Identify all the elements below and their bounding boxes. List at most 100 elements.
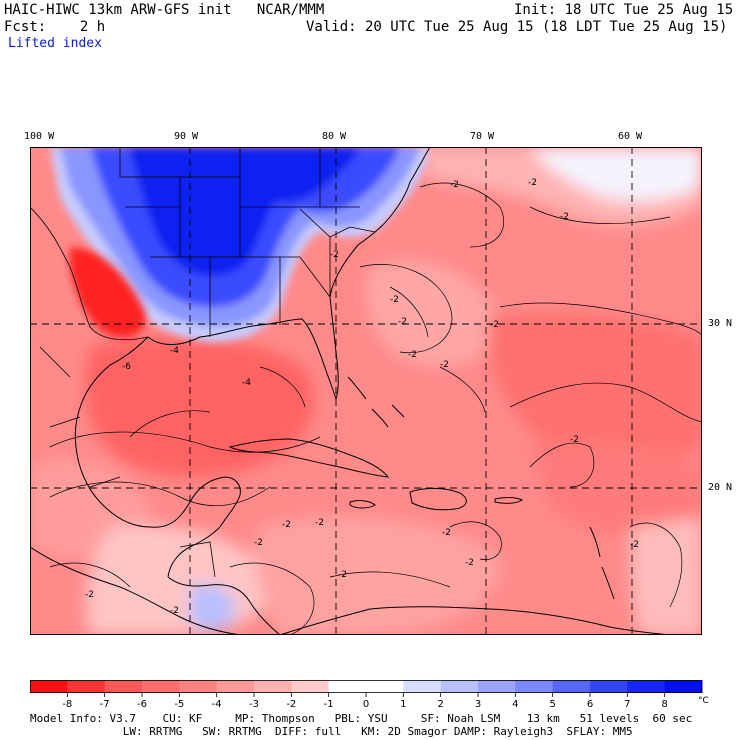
bahamas bbox=[347, 376, 405, 428]
field-white-ne bbox=[530, 147, 702, 202]
us-mexico-border bbox=[30, 206, 149, 341]
colorbar-unit: °C bbox=[698, 696, 709, 706]
colorbar-cell bbox=[478, 680, 516, 693]
contour-label: -2 bbox=[440, 360, 449, 370]
init-time: Init: 18 UTC Tue 25 Aug 15 bbox=[514, 2, 734, 18]
colorbar-label: -3 bbox=[249, 699, 259, 710]
contour-label: -2 bbox=[330, 250, 339, 260]
contour-label: -2 bbox=[465, 558, 474, 568]
colorbar-label: 5 bbox=[549, 699, 555, 710]
colorbar-cell bbox=[590, 680, 628, 693]
colorbar-cell bbox=[67, 680, 106, 693]
colorbar-label: -8 bbox=[62, 699, 72, 710]
contour-label: -6 bbox=[122, 362, 131, 372]
colorbar: -8 -7 -6 -5 -4 -3 -2 -1 0 1 2 3 4 5 6 7 8 °C bbox=[30, 680, 709, 710]
mexico-states bbox=[39, 346, 216, 578]
contour-line bbox=[509, 382, 702, 423]
colorbar-cell bbox=[328, 680, 367, 693]
field-blue-pacific bbox=[190, 583, 236, 632]
field-texas-core bbox=[70, 247, 146, 338]
contour-label: -2 bbox=[630, 540, 639, 550]
lesser-antilles bbox=[589, 526, 615, 600]
contour-label: -2 bbox=[254, 538, 263, 548]
pacific-coast bbox=[30, 546, 241, 635]
contour-label: -2 bbox=[408, 350, 417, 360]
field-light-atl-mid bbox=[366, 260, 500, 367]
contour-line bbox=[529, 206, 671, 224]
contour-line bbox=[419, 182, 505, 248]
lon-label: 70 W bbox=[470, 131, 495, 142]
colorbar-cell bbox=[254, 680, 292, 693]
colorbar-label: 0 bbox=[363, 699, 369, 710]
colorbar-label: 4 bbox=[512, 699, 518, 710]
texas-coast bbox=[74, 336, 149, 448]
contour-line bbox=[49, 562, 131, 588]
contour-line bbox=[439, 366, 486, 413]
contour-line bbox=[49, 431, 321, 453]
jamaica bbox=[349, 500, 376, 509]
colorbar-label: -2 bbox=[286, 699, 296, 710]
contour-label: -2 bbox=[490, 320, 499, 330]
contour-line bbox=[499, 302, 702, 338]
contour-label: -2 bbox=[442, 528, 451, 538]
us-gulf-coast bbox=[147, 147, 431, 401]
contour-line bbox=[129, 410, 211, 438]
colorbar-label: 1 bbox=[400, 699, 406, 710]
lon-label: 100 W bbox=[24, 131, 55, 142]
contour-line bbox=[359, 264, 453, 354]
lifted-index-map: -2 -2 -2 -2 -2 -2 -2 -2 -2 -4 -4 -6 -2 -… bbox=[30, 147, 702, 635]
contour-line bbox=[259, 366, 306, 408]
colorbar-cell bbox=[179, 680, 218, 693]
contour-line bbox=[529, 442, 595, 488]
contour-line bbox=[389, 286, 429, 338]
map-frame bbox=[30, 147, 702, 635]
colorbar-cell bbox=[664, 680, 703, 693]
lon-label: 60 W bbox=[618, 131, 643, 142]
contour-label: -2 bbox=[170, 606, 179, 616]
colorbar-cell bbox=[627, 680, 666, 693]
mexico-gulf-coast bbox=[75, 446, 241, 528]
forecast-hour: Fcst: 2 h bbox=[4, 19, 106, 35]
field-e-atl bbox=[530, 438, 702, 538]
contour-label: -2 bbox=[338, 570, 347, 580]
south-america-coast bbox=[279, 606, 671, 635]
colorbar-cell bbox=[104, 680, 143, 693]
state-borders bbox=[119, 147, 376, 337]
puerto-rico bbox=[494, 497, 524, 504]
field-mid-atl bbox=[488, 313, 702, 466]
valid-time: Valid: 20 UTC Tue 25 Aug 15 (18 LDT Tue … bbox=[306, 19, 728, 35]
contour-label: -2 bbox=[85, 590, 94, 600]
colorbar-label: 2 bbox=[437, 699, 443, 710]
colorbar-label: 6 bbox=[587, 699, 593, 710]
contour-label: -2 bbox=[570, 435, 579, 445]
contour-label: -2 bbox=[282, 520, 291, 530]
colorbar-label: -7 bbox=[100, 699, 110, 710]
lon-label: 90 W bbox=[174, 131, 199, 142]
contour-label: -2 bbox=[315, 518, 324, 528]
colorbar-cell bbox=[291, 680, 330, 693]
contour-label: -4 bbox=[242, 378, 251, 388]
field-carib bbox=[256, 517, 502, 635]
contour-label: -2 bbox=[450, 180, 459, 190]
contour-line bbox=[629, 522, 683, 608]
colorbar-label: -5 bbox=[174, 699, 184, 710]
colorbar-cell bbox=[142, 680, 180, 693]
colorbar-frame bbox=[30, 680, 702, 693]
central-america bbox=[167, 576, 281, 635]
colorbar-label: -1 bbox=[324, 699, 334, 710]
colorbar-label: 3 bbox=[475, 699, 481, 710]
contour-line bbox=[449, 521, 502, 560]
contour-label: -2 bbox=[528, 178, 537, 188]
colorbar-label: -6 bbox=[137, 699, 147, 710]
lon-label: 80 W bbox=[322, 131, 347, 142]
cuba bbox=[228, 438, 390, 478]
field-light-se bbox=[630, 517, 702, 635]
model-title: HAIC-HIWC 13km ARW-GFS init NCAR/MMM bbox=[4, 2, 325, 18]
contour-label: -2 bbox=[398, 317, 407, 327]
colorbar-cell bbox=[515, 680, 554, 693]
contour-line bbox=[49, 481, 271, 507]
colorbar-label: -4 bbox=[212, 699, 222, 710]
lat-label: 30 N bbox=[708, 318, 733, 329]
colorbar-cell bbox=[403, 680, 442, 693]
contour-label: -2 bbox=[560, 212, 569, 222]
